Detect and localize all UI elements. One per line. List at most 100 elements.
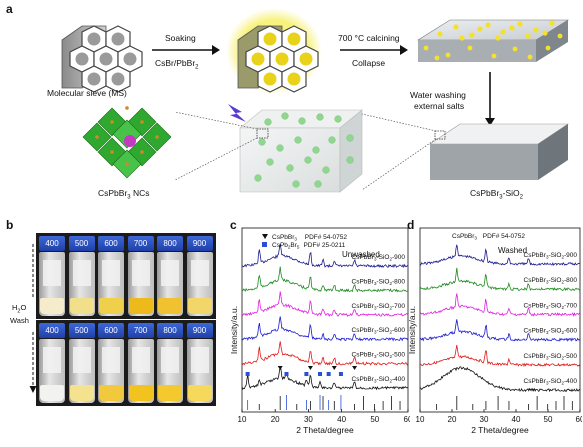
cspbbr3-marker [331,366,337,370]
cspbbr3-marker [277,366,283,370]
x-tick-label: 50 [544,415,553,424]
series-label: CsPbBr3-SiO2-900 [352,254,406,262]
legend-cspbbr3: CsPbBr3 PDF# 54-0752 [452,233,525,241]
vial-body [157,252,183,316]
vial-powder [69,298,94,314]
ncs-label: CsPbBr3 NCs [98,188,150,201]
xrd-chart-unwashed: 10 20 30 40 50 60 2 Theta/degree Intensity/a.u.… [229,227,410,435]
vial-temperature-label: 900 [192,239,207,248]
vial-powder [187,298,212,314]
vial-cap: 400 [39,236,65,251]
vial-body [68,339,95,403]
series-label: CsPbBr3-SiO2-600 [524,328,578,336]
x-tick-label: 50 [370,415,379,424]
cspb2br5-marker [284,372,289,376]
xrd-chart-washed: 10 20 30 40 50 60 2 Theta/degree Intensity/a.u.… [407,227,582,435]
step1-top-label: Soaking [165,33,196,43]
vial-body [186,339,213,403]
series-label: CsPbBr3-SiO2-400 [352,376,406,384]
panel-a-graphics [61,8,570,193]
dotted-connector [174,111,437,191]
vial-temperature-label: 700 [133,239,148,248]
vial-powder [128,298,153,314]
cspbbr3-marker [352,366,358,370]
vial-temperature-label: 900 [192,326,207,335]
xrd-series-line [419,244,581,266]
vial-body [68,252,95,316]
vial-powder [158,298,182,314]
vial-body [98,339,124,403]
vial-powder [40,385,64,401]
vial-body [186,252,213,316]
vials-photo-top: 400 500 600 700 800 900 [36,233,216,319]
vial-temperature-label: 800 [163,239,177,248]
vial-cap: 600 [98,236,124,251]
panel-c-label: c [230,218,237,232]
vial-temperature-label: 700 [133,326,148,335]
xrd-series-line [419,344,581,368]
step1-bottom-label: CsBr/PbBr2 [155,58,199,71]
x-tick-label: 60 [576,415,582,424]
x-axis-label: 2 Theta/degree [296,425,354,435]
arrow-right-icon [152,45,220,55]
series-label: CsPbBr3-SiO2-600 [352,327,406,335]
vial-cap: 800 [157,323,183,338]
vial-cap: 900 [186,323,213,338]
legend-cspbbr3: CsPbBr3 PDF# 54-0752 [272,234,347,242]
xrd-series-line [241,244,409,269]
series-label: CsPbBr3-SiO2-400 [524,378,578,386]
lightning-icon [228,104,246,122]
vial-temperature-label: 600 [104,239,118,248]
step3-label-line1: Water washing [410,90,466,100]
x-tick-label: 40 [337,415,346,424]
vial-powder [69,385,94,401]
vial-powder [99,298,123,314]
series-label: CsPbBr3-SiO2-800 [352,278,406,286]
vial-cap: 900 [186,236,213,251]
vial-temperature-label: 800 [163,326,177,335]
vials-photo-bottom: 400 500 600 700 800 900 [36,320,216,406]
cspb2br5-marker [338,372,343,376]
vial-temperature-label: 400 [45,326,59,335]
molecular-sieve-icon [61,25,143,93]
vial-powder [99,385,123,401]
soaked-sieve-icon [226,8,322,94]
vial-cap: 500 [68,323,95,338]
cspb2br5-marker [304,372,309,376]
xrd-series-line [241,291,409,317]
vial-cap: 700 [127,323,154,338]
xrd-series-line [241,341,409,366]
cspb2br5-marker [326,372,331,376]
xrd-series-line [419,319,581,342]
xrd-series-line [419,293,581,318]
vial-cap: 600 [98,323,124,338]
panel-d-label: d [407,218,415,232]
plot-frame [419,227,581,413]
arrow-right-icon [340,45,408,55]
x-tick-label: 30 [480,415,489,424]
vial-body [157,339,183,403]
panel-b-label: b [6,218,14,232]
x-tick-label: 20 [448,415,457,424]
panel-a-label: a [6,2,13,16]
collapsed-slab-icon [416,19,570,62]
final-slab-icon [429,123,569,180]
series-label: CsPbBr3-SiO2-700 [524,302,578,310]
vial-body [127,339,154,403]
vial-powder [128,385,153,401]
xrd-series-line [419,267,581,292]
cspb2br5-marker [318,372,323,376]
molecular-sieve-label: Molecular sieve (MS) [47,88,127,98]
perovskite-structure-icon [82,106,172,179]
cspbbr3-marker [307,366,313,370]
wash-label-2: Wash [10,316,29,325]
x-tick-label: 20 [271,415,280,424]
vial-powder [40,298,64,314]
vial-body [39,339,65,403]
cspb2br5-legend-marker [262,242,267,247]
vial-cap: 500 [68,236,95,251]
y-axis-label: Intensity/a.u. [407,306,417,354]
vial-cap: 400 [39,323,65,338]
xrd-series-line [241,266,409,293]
vial-temperature-label: 600 [104,326,118,335]
